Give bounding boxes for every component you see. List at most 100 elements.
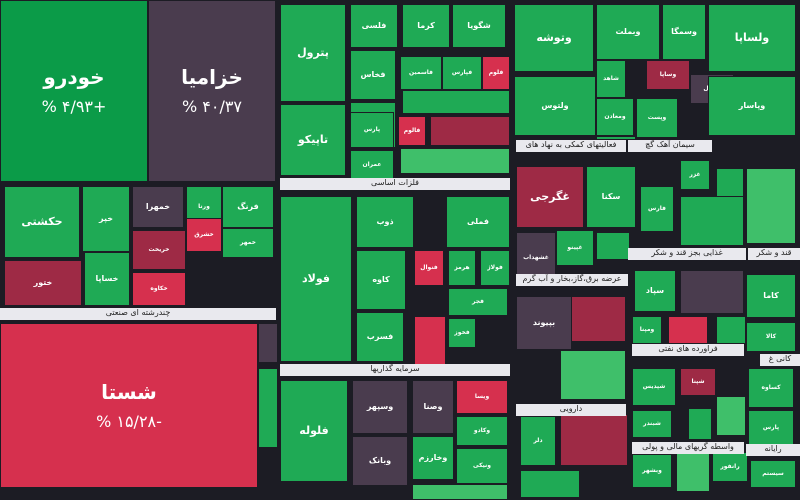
treemap-tile[interactable]: وبملت <box>596 4 660 60</box>
treemap-minor-cell[interactable] <box>430 116 510 146</box>
treemap-tile[interactable]: فارس <box>640 186 674 232</box>
treemap-minor-cell[interactable] <box>258 368 278 448</box>
treemap-tile[interactable]: خمهر <box>222 228 274 258</box>
treemap-tile[interactable]: کاوه <box>356 250 406 310</box>
treemap-tile[interactable]: شستا % ۱۵/۲۸- <box>0 323 258 488</box>
treemap-tile[interactable]: خپر <box>82 186 130 252</box>
treemap-tile[interactable]: دلر <box>520 416 556 466</box>
treemap-minor-cell[interactable] <box>402 90 510 114</box>
treemap-minor-cell[interactable] <box>716 396 746 436</box>
treemap-tile[interactable]: ونیکی <box>456 448 508 484</box>
treemap-tile[interactable]: ومپنا <box>632 316 662 344</box>
treemap-tile[interactable]: کرما <box>402 4 450 48</box>
treemap-tile[interactable]: وپست <box>636 98 678 138</box>
treemap-tile[interactable]: ولتوس <box>514 76 596 136</box>
treemap-tile[interactable]: کالا <box>746 322 796 352</box>
treemap-minor-cell[interactable] <box>258 323 278 363</box>
treemap-tile[interactable]: بپیوند <box>516 296 572 350</box>
treemap-tile[interactable]: فالوم <box>398 116 426 146</box>
treemap-tile[interactable]: کساوه <box>748 368 794 408</box>
treemap-tile[interactable]: غزر <box>680 160 710 190</box>
treemap-tile[interactable]: ولساپا <box>708 4 796 72</box>
treemap-tile[interactable]: وکادو <box>456 416 508 446</box>
treemap-tile[interactable]: فلوله <box>280 380 348 482</box>
treemap-tile[interactable]: وسمگا <box>662 4 706 60</box>
treemap-tile[interactable]: وصنا <box>412 380 454 434</box>
treemap-minor-cell[interactable] <box>560 414 628 466</box>
treemap-tile[interactable]: شپنا <box>680 368 716 396</box>
treemap-tile[interactable]: وتوشه <box>514 4 594 72</box>
treemap-tile[interactable]: تاپیکو <box>280 104 346 176</box>
treemap-tile[interactable]: فولاد <box>280 196 352 362</box>
treemap-minor-cell[interactable] <box>520 470 580 498</box>
treemap-tile[interactable]: وبشهر <box>632 454 672 488</box>
treemap-tile[interactable]: فرنگ <box>222 186 274 228</box>
treemap-tile[interactable]: عمران <box>350 150 394 180</box>
treemap-minor-cell[interactable] <box>746 168 796 244</box>
treemap-tile[interactable]: خمهرا <box>132 186 184 228</box>
treemap-minor-cell[interactable] <box>716 316 746 344</box>
treemap-tile[interactable]: خشرق <box>186 218 222 252</box>
treemap-tile[interactable]: فجر <box>448 288 508 316</box>
treemap-minor-cell[interactable] <box>400 148 510 174</box>
treemap-tile[interactable]: شبندر <box>632 410 672 438</box>
treemap-tile[interactable]: کاما <box>746 274 796 318</box>
treemap-tile[interactable]: رانفور <box>712 452 748 482</box>
treemap-tile[interactable]: خریخت <box>132 230 186 270</box>
treemap-tile[interactable]: ویسا <box>456 380 508 414</box>
treemap-tile[interactable]: سپاد <box>634 270 676 312</box>
treemap-tile[interactable]: خکاوه <box>132 272 186 306</box>
treemap-tile[interactable]: ختور <box>4 260 82 306</box>
treemap-tile[interactable]: وپاسار <box>708 76 796 136</box>
tile-symbol: سپاد <box>645 286 665 296</box>
tile-symbol: وبملت <box>615 27 641 37</box>
treemap-tile[interactable]: فلسی <box>350 4 398 48</box>
sector-label: سرمایه گذاریها <box>280 364 510 376</box>
treemap-tile[interactable]: فسرب <box>356 312 404 362</box>
treemap-tile[interactable]: فلوم <box>482 56 510 90</box>
treemap-minor-cell[interactable] <box>412 484 508 500</box>
treemap-tile[interactable]: فخاس <box>350 50 396 100</box>
treemap-tile[interactable]: خساپا <box>84 252 130 306</box>
treemap-tile[interactable]: فولاژ <box>480 250 510 286</box>
treemap-tile[interactable]: وبانک <box>352 436 408 486</box>
treemap-minor-cell[interactable] <box>560 350 626 400</box>
treemap-minor-cell[interactable] <box>596 232 630 260</box>
treemap-tile[interactable]: هرمز <box>448 250 476 286</box>
tile-symbol: ومعادن <box>604 113 626 121</box>
treemap-minor-cell[interactable] <box>680 196 744 246</box>
tile-symbol: وخارزم <box>418 453 448 463</box>
treemap-tile[interactable]: خودرو % ۴/۹۳+ <box>0 0 148 182</box>
treemap-tile[interactable]: غگرجی <box>516 166 584 228</box>
treemap-minor-cell[interactable] <box>680 270 744 314</box>
treemap-tile[interactable]: فخوز <box>448 318 476 348</box>
tile-symbol: کساوه <box>761 384 781 392</box>
treemap-tile[interactable]: شاهد <box>596 60 626 98</box>
treemap-minor-cell[interactable] <box>676 452 710 492</box>
treemap-tile[interactable]: وسپهر <box>352 380 408 434</box>
treemap-tile[interactable]: سیستم <box>750 460 796 488</box>
treemap-tile[interactable]: خزامیا % ۴۰/۳۷ <box>148 0 276 182</box>
treemap-tile[interactable]: غپینو <box>556 230 594 266</box>
treemap-tile[interactable]: سکنا <box>586 166 636 228</box>
treemap-tile[interactable]: فملی <box>446 196 510 248</box>
treemap-tile[interactable]: پارس <box>350 112 394 148</box>
treemap-tile[interactable]: حکشتی <box>4 186 80 258</box>
treemap-minor-cell[interactable] <box>688 408 712 440</box>
treemap-tile[interactable]: ذوب <box>356 196 414 248</box>
treemap-tile[interactable]: شگویا <box>452 4 506 48</box>
treemap-tile[interactable]: پترول <box>280 4 346 102</box>
treemap-tile[interactable]: ومعادن <box>596 98 634 136</box>
sector-label: رایانه <box>746 444 800 456</box>
treemap-tile[interactable]: فپارس <box>442 56 482 90</box>
treemap-tile[interactable]: وساپا <box>646 60 690 90</box>
treemap-tile[interactable]: وخارزم <box>412 436 454 480</box>
treemap-minor-cell[interactable] <box>668 316 708 344</box>
treemap-tile[interactable]: شپدیس <box>632 368 676 406</box>
treemap-tile[interactable]: فنوال <box>414 250 444 286</box>
tile-symbol: شگویا <box>467 21 491 31</box>
treemap-tile[interactable]: فاسمین <box>400 56 442 90</box>
treemap-tile[interactable]: پارس <box>748 410 794 446</box>
treemap-minor-cell[interactable] <box>596 136 636 140</box>
tile-symbol: ولتوس <box>541 101 569 111</box>
